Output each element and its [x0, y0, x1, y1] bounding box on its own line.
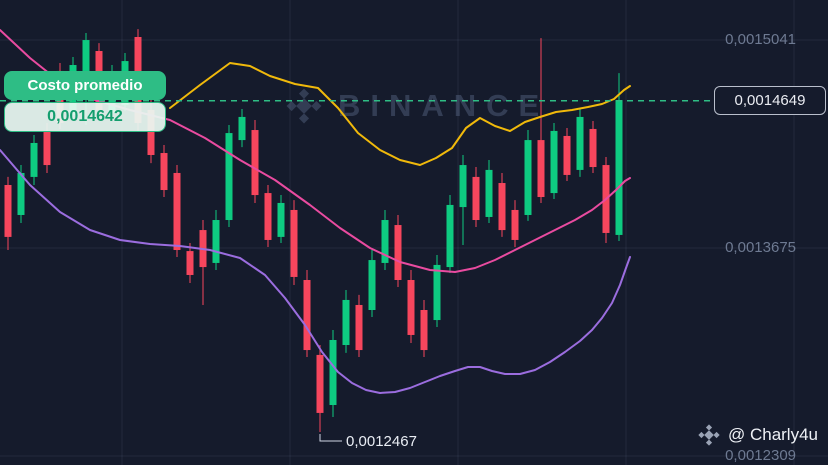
avg-cost-label: Costo promedio 0,0014642: [4, 70, 166, 132]
watermark-credit: @ Charly4u: [698, 424, 818, 446]
binance-logo-icon: [286, 88, 322, 124]
binance-watermark: BINANCE: [286, 88, 549, 124]
avg-cost-value: 0,0014642: [4, 101, 166, 132]
low-price-annotation: 0,0012467: [346, 432, 417, 450]
last-price-box: 0,0014649: [714, 85, 826, 115]
credit-text: @ Charly4u: [727, 425, 818, 444]
avg-cost-title: Costo promedio: [4, 70, 166, 100]
watermark-text: BINANCE: [338, 88, 550, 123]
binance-credit-icon: [698, 424, 720, 446]
